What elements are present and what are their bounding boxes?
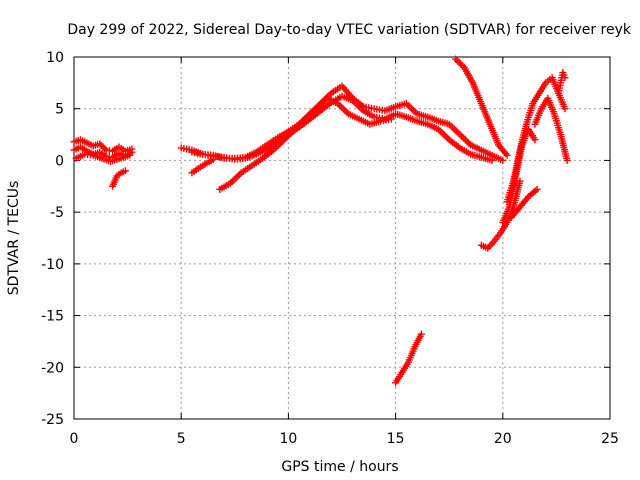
x-tick-label: 0 (70, 431, 79, 447)
data-point (126, 151, 134, 159)
data-point (121, 167, 129, 175)
data-point (101, 145, 109, 153)
data-point (99, 143, 107, 151)
data-point (455, 58, 463, 66)
data-point (531, 136, 539, 144)
data-point (417, 330, 425, 338)
x-tick-label: 10 (279, 431, 297, 447)
y-tick-label: 5 (55, 102, 64, 118)
x-axis-label: GPS time / hours (281, 459, 398, 475)
y-tick-label: -15 (41, 309, 64, 325)
x-tick-label: 20 (494, 431, 512, 447)
x-tick-label: 5 (177, 431, 186, 447)
y-tick-label: -25 (41, 412, 64, 428)
chart-title: Day 299 of 2022, Sidereal Day-to-day VTE… (67, 22, 632, 38)
data-point (97, 141, 105, 149)
data-point (561, 74, 569, 82)
data-point (563, 156, 571, 164)
data-point (516, 177, 524, 185)
y-tick-label: -20 (41, 360, 64, 376)
y-tick-label: -5 (50, 205, 64, 221)
data-point (96, 140, 104, 148)
plot-frame (73, 56, 611, 420)
data-point (209, 155, 217, 163)
x-tick-label: 25 (601, 431, 619, 447)
data-point (488, 156, 496, 164)
x-tick-label: 15 (387, 431, 405, 447)
data-point (453, 57, 461, 65)
data-point (387, 115, 395, 123)
data-point (533, 185, 541, 193)
y-tick-label: -10 (41, 257, 64, 273)
y-axis-label: SDTVAR / TECUs (6, 181, 22, 296)
y-tick-label: 10 (46, 50, 64, 66)
data-point (561, 105, 569, 113)
axis-ticks: 0 5 10 15 20 25 -25 -20 -15 -10 -5 0 5 10 (41, 50, 619, 447)
y-tick-label: 0 (55, 153, 64, 169)
data-series (70, 55, 571, 387)
data-point (499, 156, 507, 164)
data-point (457, 60, 465, 68)
data-point (503, 151, 511, 159)
